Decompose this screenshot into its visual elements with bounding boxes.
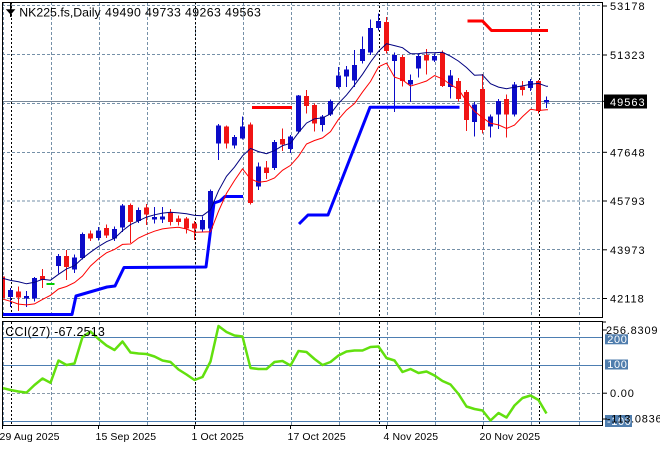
svg-text:45793: 45793 xyxy=(610,196,646,208)
svg-text:256.8309: 256.8309 xyxy=(606,325,658,337)
svg-text:20 Nov 2025: 20 Nov 2025 xyxy=(480,431,541,443)
svg-text:49563: 49563 xyxy=(610,97,646,109)
svg-text:53178: 53178 xyxy=(610,1,646,13)
svg-text:NK225.fs,Daily: NK225.fs,Daily xyxy=(19,6,101,20)
svg-text:CCI(27) -67.2513: CCI(27) -67.2513 xyxy=(5,325,105,339)
svg-text:47648: 47648 xyxy=(610,147,646,159)
svg-text:0.00: 0.00 xyxy=(610,388,635,400)
svg-text:15 Sep 2025: 15 Sep 2025 xyxy=(96,431,157,443)
svg-text:4 Nov 2025: 4 Nov 2025 xyxy=(384,431,439,443)
svg-text:17 Oct 2025: 17 Oct 2025 xyxy=(288,431,346,443)
svg-text:29 Aug 2025: 29 Aug 2025 xyxy=(0,431,60,443)
svg-text:-113.0836: -113.0836 xyxy=(607,414,660,426)
svg-text:1 Oct 2025: 1 Oct 2025 xyxy=(192,431,244,443)
svg-text:200: 200 xyxy=(607,334,627,346)
svg-text:49490 49733 49263 49563: 49490 49733 49263 49563 xyxy=(105,6,261,20)
svg-text:42118: 42118 xyxy=(610,294,645,306)
svg-text:51323: 51323 xyxy=(610,50,646,62)
svg-text:100: 100 xyxy=(607,359,627,371)
svg-text:-100: -100 xyxy=(607,416,631,428)
svg-text:43973: 43973 xyxy=(610,245,646,257)
